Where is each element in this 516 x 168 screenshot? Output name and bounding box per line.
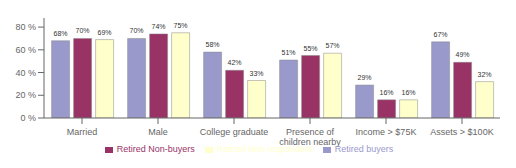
svg-text:49%: 49% bbox=[456, 51, 470, 58]
svg-text:Married: Married bbox=[67, 127, 98, 137]
svg-text:0 %: 0 % bbox=[20, 113, 36, 123]
svg-text:55%: 55% bbox=[304, 45, 318, 52]
svg-text:69%: 69% bbox=[98, 29, 112, 36]
svg-text:70%: 70% bbox=[130, 27, 144, 34]
svg-text:74%: 74% bbox=[152, 23, 166, 30]
svg-text:32%: 32% bbox=[478, 71, 492, 78]
svg-text:58%: 58% bbox=[206, 41, 220, 48]
html-text:Retired Non-buyers: Retired Non-buyers bbox=[116, 144, 195, 154]
svg-text:67%: 67% bbox=[434, 31, 448, 38]
svg-text:33%: 33% bbox=[250, 70, 264, 77]
svg-text:75%: 75% bbox=[174, 22, 188, 29]
svg-text:20 %: 20 % bbox=[15, 90, 36, 100]
svg-text:40 %: 40 % bbox=[15, 68, 36, 78]
svg-text:42%: 42% bbox=[228, 59, 242, 66]
html-text:Retired Non-responders: Retired Non-responders bbox=[216, 144, 313, 154]
html-text:Retired buyers: Retired buyers bbox=[334, 144, 394, 154]
svg-text:68%: 68% bbox=[54, 30, 68, 37]
svg-text:Assets > $100K: Assets > $100K bbox=[430, 127, 493, 137]
svg-text:80 %: 80 % bbox=[15, 22, 36, 32]
svg-text:Presence ofchildren nearby: Presence ofchildren nearby bbox=[279, 127, 341, 147]
svg-text:16%: 16% bbox=[380, 89, 394, 96]
svg-text:College graduate: College graduate bbox=[200, 127, 269, 137]
svg-text:57%: 57% bbox=[326, 42, 340, 49]
svg-text:60 %: 60 % bbox=[15, 45, 36, 55]
svg-text:51%: 51% bbox=[282, 49, 296, 56]
svg-text:Male: Male bbox=[148, 127, 168, 137]
svg-text:70%: 70% bbox=[76, 27, 90, 34]
svg-text:Income > $75K: Income > $75K bbox=[356, 127, 417, 137]
svg-text:16%: 16% bbox=[402, 89, 416, 96]
svg-text:29%: 29% bbox=[358, 74, 372, 81]
